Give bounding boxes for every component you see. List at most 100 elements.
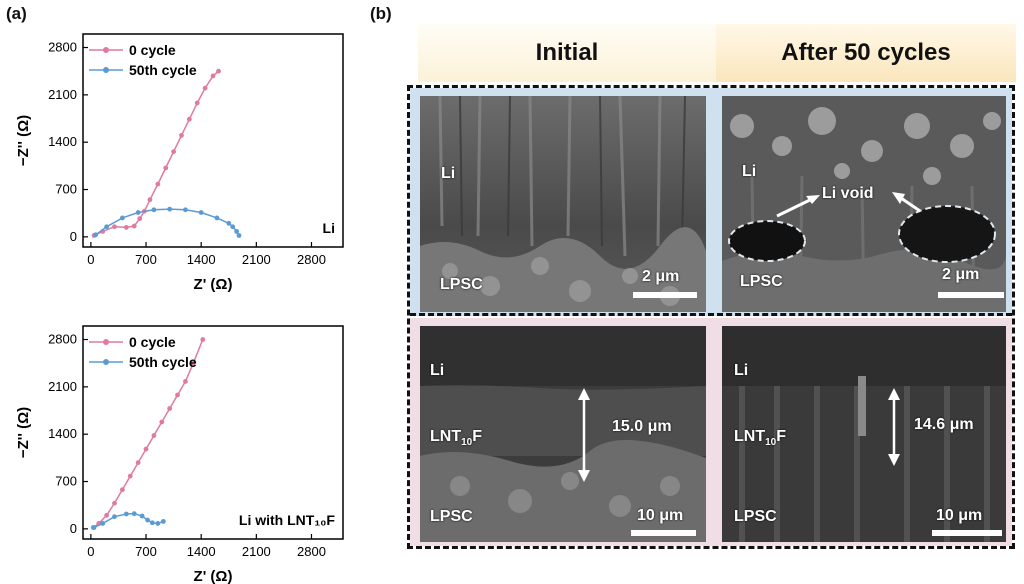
data-point — [163, 165, 169, 171]
scale-bar-initial-bottom — [631, 530, 696, 536]
data-point — [137, 216, 143, 222]
label-lpsc-after-bottom: LPSC — [734, 508, 777, 525]
data-point — [200, 337, 206, 342]
data-point — [93, 232, 99, 238]
data-point — [171, 149, 177, 155]
legend-label-1: 50th cycle — [129, 62, 197, 78]
data-point — [167, 406, 173, 411]
data-point — [149, 520, 155, 526]
label-thickness-after: 14.6 μm — [914, 416, 974, 433]
data-point — [167, 206, 173, 212]
legend-marker — [103, 359, 109, 365]
scale-bar-initial-top — [633, 292, 697, 298]
panel-a-label: (a) — [6, 4, 27, 23]
sem-image-initial-lnt — [420, 326, 706, 542]
column-header-initial: Initial — [418, 24, 716, 82]
scale-bar-after-top — [938, 292, 1004, 298]
data-point — [131, 223, 137, 229]
data-point — [202, 85, 208, 91]
data-point — [230, 224, 236, 230]
data-point — [123, 511, 129, 517]
x-tick-label: 700 — [135, 252, 157, 267]
data-point — [139, 513, 145, 519]
data-point — [119, 487, 125, 493]
data-point — [135, 460, 141, 465]
data-point — [179, 133, 184, 138]
label-li-void: Li void — [822, 185, 874, 202]
plot-frame — [82, 33, 344, 248]
x-axis-label: Z' (Ω) — [194, 276, 233, 292]
label-lnt-initial: LNT10F — [430, 428, 483, 449]
plot-frame — [82, 325, 344, 540]
label-li-after-bottom: Li — [734, 362, 749, 379]
legend-label-0: 0 cycle — [129, 334, 176, 350]
chart-annotation: Li with LNT₁₀F — [239, 512, 336, 528]
data-point — [175, 392, 180, 398]
sem-image-after-li — [722, 96, 1006, 312]
data-point — [210, 73, 216, 79]
scale-label-after-top: 2 μm — [942, 266, 980, 283]
scale-label-initial-bottom: 10 μm — [637, 507, 684, 524]
data-point — [100, 521, 106, 526]
legend-marker — [103, 47, 109, 53]
y-axis-label: −Z'' (Ω) — [15, 115, 32, 166]
series-line-1 — [93, 512, 164, 529]
data-point — [104, 512, 110, 518]
data-point — [127, 473, 133, 479]
label-thickness-initial: 15.0 μm — [612, 418, 672, 435]
x-tick-label: 2100 — [242, 544, 271, 559]
data-point — [214, 215, 220, 221]
y-tick-label: 700 — [55, 182, 77, 197]
data-point — [112, 514, 117, 520]
y-tick-label: 2100 — [48, 87, 77, 102]
scale-label-after-bottom: 10 μm — [936, 507, 983, 524]
y-tick-label: 0 — [70, 229, 77, 244]
outer-dashed-frame — [407, 85, 1015, 549]
data-point — [226, 220, 232, 226]
x-tick-label: 2100 — [242, 252, 271, 267]
nyquist-chart-li-lnt: 0 700 1400 2100 2800 0 700 1400 2100 2800 Z' (Ω) −Z… — [15, 325, 344, 584]
data-point — [183, 379, 188, 384]
data-point — [190, 360, 196, 366]
x-tick-label: 1400 — [187, 544, 216, 559]
data-point — [131, 511, 137, 517]
nyquist-chart-li: 0 700 1400 2100 2800 0 700 1400 2100 2800 Z' (Ω) −Z… — [15, 33, 344, 292]
y-tick-label: 2800 — [48, 332, 77, 347]
void-left — [728, 220, 806, 262]
x-tick-label: 700 — [135, 544, 157, 559]
label-li-initial-bottom: Li — [430, 362, 445, 379]
y-axis-label: −Z'' (Ω) — [15, 407, 32, 458]
label-lpsc-initial-top: LPSC — [440, 276, 483, 293]
x-tick-label: 0 — [87, 252, 94, 267]
data-point — [104, 224, 110, 230]
label-lpsc-after-top: LPSC — [740, 273, 783, 290]
data-point — [91, 525, 97, 530]
x-tick-label: 0 — [87, 544, 94, 559]
data-point — [145, 517, 151, 523]
scale-label-initial-top: 2 μm — [642, 268, 680, 285]
data-point — [112, 224, 117, 230]
data-point — [198, 210, 204, 215]
legend-label-1: 50th cycle — [129, 354, 197, 370]
y-tick-label: 2800 — [48, 40, 77, 55]
data-point — [160, 519, 166, 524]
sem-image-initial-li — [420, 96, 706, 312]
data-point — [236, 233, 242, 238]
data-point — [135, 210, 141, 215]
data-point — [155, 181, 161, 187]
label-lnt-after: LNT10F — [734, 428, 787, 449]
x-tick-label: 2800 — [297, 252, 326, 267]
sem-image-after-lnt — [722, 326, 1006, 542]
y-tick-label: 1400 — [48, 134, 77, 149]
data-point — [147, 197, 153, 203]
data-point — [143, 446, 149, 452]
label-li-initial-top: Li — [441, 165, 456, 182]
legend-marker — [103, 339, 109, 345]
label-li-after-top: Li — [742, 163, 757, 180]
data-point — [155, 521, 161, 526]
data-point — [151, 433, 157, 438]
chart-annotation: Li — [323, 220, 335, 236]
x-tick-label: 1400 — [187, 252, 216, 267]
label-lpsc-initial-bottom: LPSC — [430, 508, 473, 525]
x-tick-label: 2800 — [297, 544, 326, 559]
